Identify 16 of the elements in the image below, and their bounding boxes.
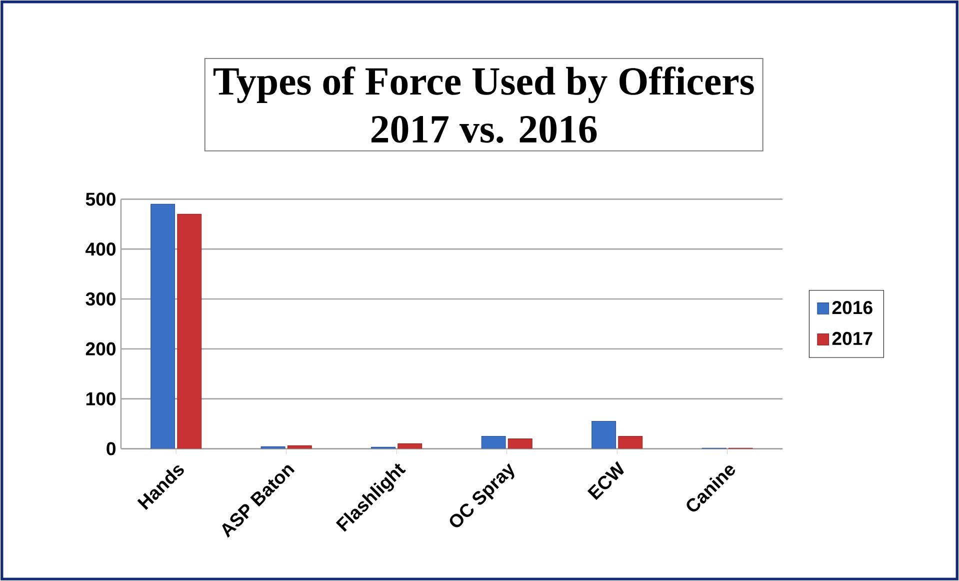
bar [482, 436, 506, 449]
bar [592, 420, 616, 449]
bar [177, 214, 202, 449]
y-tick-label: 100 [86, 392, 116, 406]
y-tick-label: 200 [86, 342, 116, 356]
bar [150, 204, 176, 449]
y-tick-label: 500 [86, 192, 116, 206]
legend-label: 2017 [832, 332, 872, 346]
y-tick-label: 0 [106, 442, 116, 456]
y-tick-label: 400 [86, 242, 116, 256]
y-tick-label: 300 [86, 292, 116, 306]
chart-title: Types of Force Used by Officers [213, 66, 754, 104]
bar [508, 438, 532, 449]
legend-label: 2016 [832, 300, 872, 314]
chart-subtitle: 2017 vs. 2016 [371, 116, 597, 143]
bar [618, 436, 642, 449]
